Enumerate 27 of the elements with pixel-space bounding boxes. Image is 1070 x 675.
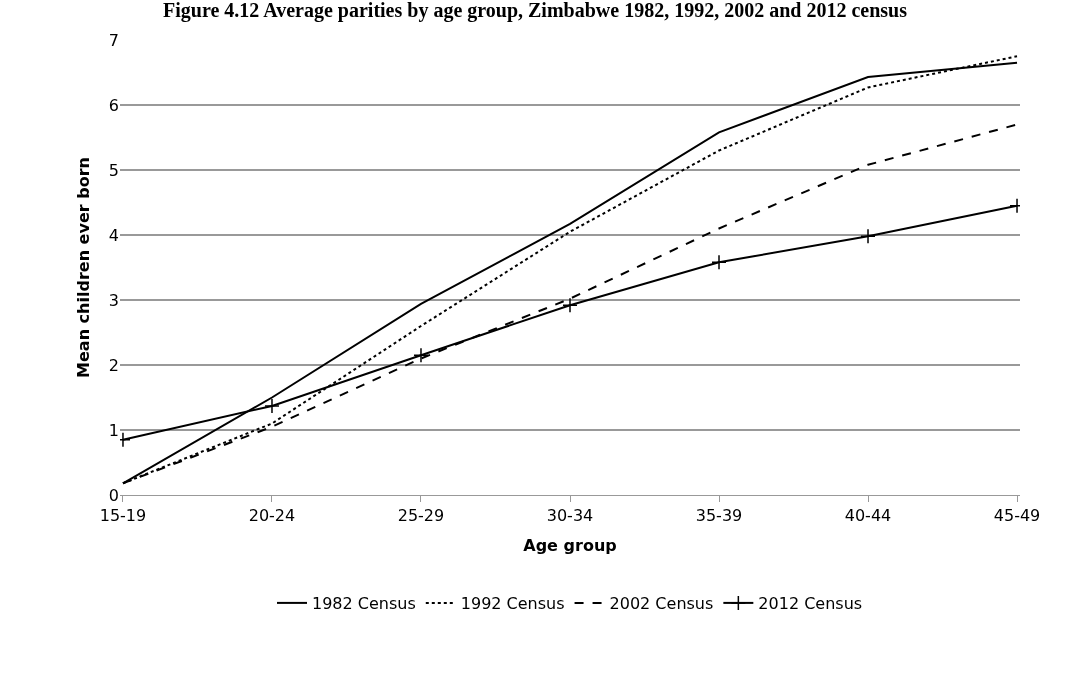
legend-label: 2002 Census	[609, 594, 714, 614]
y-tick-label: 0	[108, 485, 119, 505]
legend-label: 1992 Census	[460, 594, 565, 614]
x-tick-label: 15-19	[99, 506, 147, 526]
y-tick-label: 1	[108, 420, 119, 440]
x-axis-title: Age group	[523, 535, 617, 555]
y-tick-label: 6	[108, 95, 119, 115]
x-tick-label: 30-34	[546, 506, 594, 526]
x-tick-label: 40-44	[844, 506, 892, 526]
point	[562, 297, 578, 313]
y-tick-label: 4	[108, 225, 119, 245]
x-tick-label: 35-39	[695, 506, 743, 526]
y-tick-label: 2	[108, 355, 119, 375]
y-tick-label: 7	[108, 30, 119, 50]
legend-label: 2012 Census	[758, 594, 863, 614]
x-tick-label: 20-24	[248, 506, 296, 526]
point	[413, 347, 429, 363]
y-axis-title: Mean children ever born	[73, 157, 93, 378]
y-tick-label: 3	[108, 290, 119, 310]
point	[711, 254, 727, 271]
x-tick-label: 45-49	[993, 506, 1041, 526]
point	[860, 228, 876, 245]
y-tick-label: 5	[108, 160, 119, 180]
legend-label: 1982 Census	[312, 594, 416, 614]
point	[264, 398, 280, 414]
chart-title: Figure 4.12 Average parities by age group, Zimbabwe 1982, 1992, 2002 and 2012 census	[163, 0, 908, 23]
x-tick-label: 25-29	[397, 506, 445, 526]
